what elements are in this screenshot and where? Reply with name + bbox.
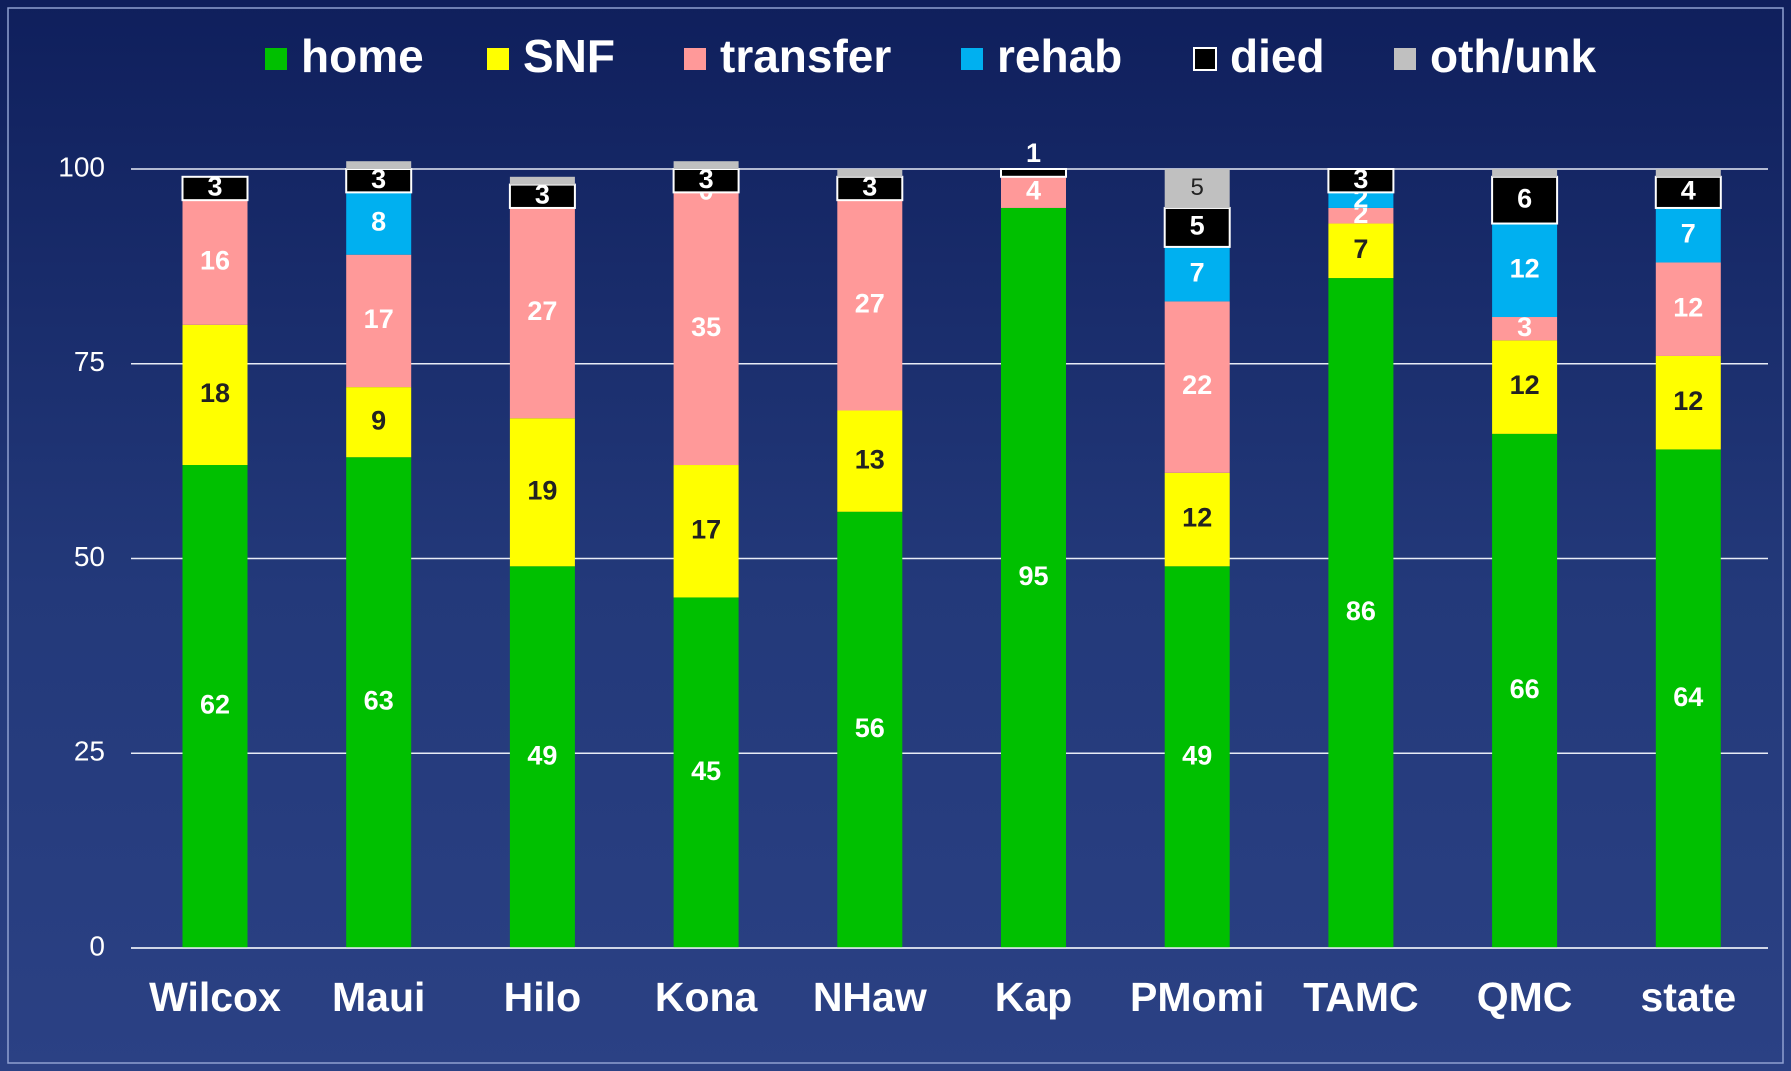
x-tick-label: QMC <box>1477 974 1573 1020</box>
data-label: 17 <box>691 514 721 544</box>
x-tick-label: Maui <box>332 974 425 1020</box>
x-tick-label: NHaw <box>813 974 927 1020</box>
data-label: 95 <box>1018 561 1048 591</box>
data-label: 12 <box>1510 370 1540 400</box>
data-label: 49 <box>527 740 557 770</box>
page: 0255075100homeSNFtransferrehabdiedoth/un… <box>0 0 1791 1071</box>
data-label: 12 <box>1673 292 1703 322</box>
legend-swatch <box>1394 48 1416 70</box>
data-label: 16 <box>200 246 230 276</box>
legend-swatch <box>1194 48 1216 70</box>
data-label: 35 <box>691 312 721 342</box>
x-tick-label: Hilo <box>504 974 581 1020</box>
data-label: 56 <box>855 713 885 743</box>
x-tick-label: state <box>1640 974 1736 1020</box>
data-label: 7 <box>1681 218 1696 248</box>
data-label: 3 <box>207 172 222 202</box>
data-label: 18 <box>200 378 230 408</box>
data-label: 12 <box>1510 253 1540 283</box>
data-label: 27 <box>855 288 885 318</box>
data-label: 64 <box>1673 682 1703 712</box>
data-label: 9 <box>371 405 386 435</box>
data-label: 22 <box>1182 370 1212 400</box>
data-label: 4 <box>1681 175 1696 205</box>
bar-segment <box>837 169 902 177</box>
y-tick-label: 0 <box>89 930 105 961</box>
data-label: 66 <box>1510 674 1540 704</box>
bar-segment <box>1492 169 1557 177</box>
x-tick-label: TAMC <box>1303 974 1418 1020</box>
bar-segment <box>1656 169 1721 177</box>
bar-segment <box>674 161 739 169</box>
y-tick-label: 25 <box>74 736 105 767</box>
bar-segment <box>510 177 575 185</box>
data-label: 63 <box>364 686 394 716</box>
x-tick-label: Kona <box>655 974 759 1020</box>
data-label: 13 <box>855 444 885 474</box>
chart: 0255075100homeSNFtransferrehabdiedoth/un… <box>0 0 1791 1071</box>
x-tick-label: Kap <box>995 974 1072 1020</box>
bar-segment <box>346 161 411 169</box>
x-tick-label: Wilcox <box>149 974 281 1020</box>
y-tick-label: 100 <box>58 151 105 182</box>
legend-label: rehab <box>997 30 1122 82</box>
data-label: 6 <box>1517 183 1532 213</box>
data-label: 7 <box>1190 257 1205 287</box>
data-label: 5 <box>1190 211 1205 241</box>
legend-label: transfer <box>720 30 891 82</box>
data-label: 27 <box>527 296 557 326</box>
legend-label: died <box>1230 30 1325 82</box>
data-label: 8 <box>371 207 386 237</box>
legend-label: oth/unk <box>1430 30 1596 82</box>
data-label: 17 <box>364 304 394 334</box>
legend-swatch <box>487 48 509 70</box>
legend-swatch <box>265 48 287 70</box>
data-label: 12 <box>1673 386 1703 416</box>
x-tick-label: PMomi <box>1130 974 1264 1020</box>
data-label: 49 <box>1182 740 1212 770</box>
data-label: 5 <box>1191 174 1204 201</box>
data-label: 7 <box>1353 234 1368 264</box>
legend-swatch <box>961 48 983 70</box>
data-label: 62 <box>200 690 230 720</box>
legend-label: home <box>301 30 424 82</box>
legend-label: SNF <box>523 30 615 82</box>
data-label: 1 <box>1026 138 1041 168</box>
data-label: 86 <box>1346 596 1376 626</box>
data-label: 12 <box>1182 503 1212 533</box>
data-label: 4 <box>1026 175 1041 205</box>
data-label: 3 <box>1353 164 1368 194</box>
data-label: 19 <box>527 475 557 505</box>
data-label: 45 <box>691 756 721 786</box>
legend-swatch <box>684 48 706 70</box>
bar-segment <box>1001 169 1066 177</box>
y-tick-label: 75 <box>74 346 105 377</box>
y-tick-label: 50 <box>74 541 105 572</box>
